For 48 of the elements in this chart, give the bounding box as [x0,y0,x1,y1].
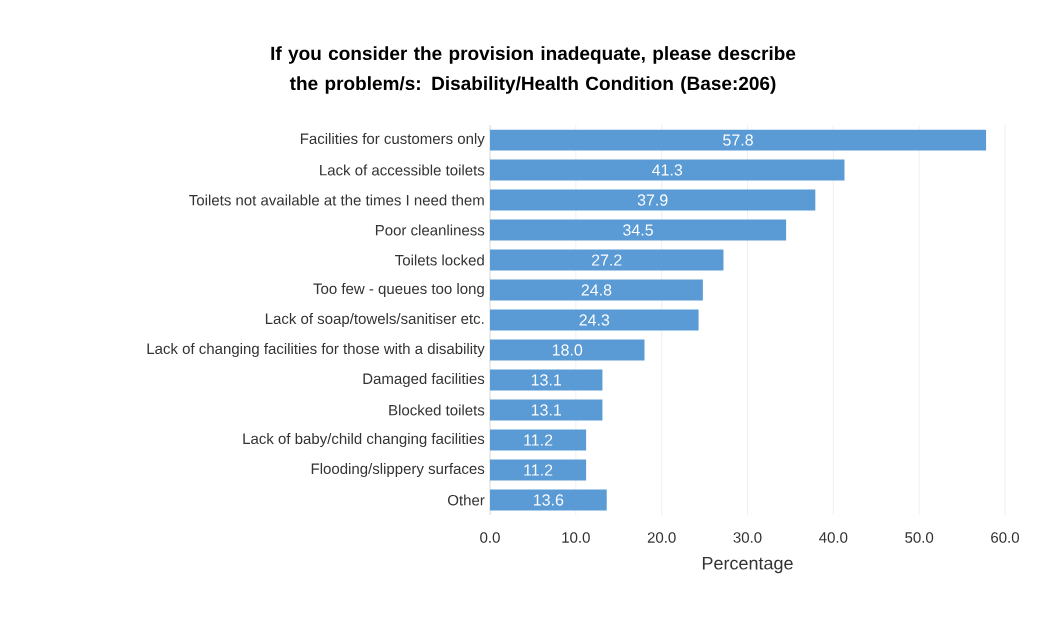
data-label: 27.2 [591,254,622,266]
y-tick-label: Other [447,494,485,506]
x-tick-label: 30.0 [733,532,762,543]
y-tick-label: Lack of soap/towels/sanitiser etc. [265,313,484,327]
x-tick-label: 60.0 [991,532,1019,543]
data-label: 34.5 [623,224,653,236]
data-label: 41.3 [652,164,683,176]
bar [490,219,787,241]
data-label: 13.1 [531,404,561,416]
bar [490,369,603,391]
bar [490,459,587,481]
data-label: 57.8 [723,134,753,146]
bar [490,189,816,211]
y-tick-label: Too few - queues too long [313,283,484,297]
y-tick-label: Lack of baby/child changing facilities [243,433,485,447]
y-tick-label: Poor cleanliness [375,224,485,236]
bar [490,399,603,421]
y-tick-label: Flooding/slippery surfaces [311,463,485,477]
y-tick-label: Toilets not available at the times I need them [189,194,484,206]
data-label: 24.3 [579,314,610,326]
data-label: 11.2 [524,464,553,476]
bar [490,489,607,511]
data-label: 13.1 [531,374,561,386]
bar [490,339,645,361]
x-axis-title: Percentage [702,557,793,574]
x-tick-label: 0.0 [480,532,500,543]
x-tick-label: 10.0 [562,532,590,543]
bar [490,309,699,331]
bar [490,429,587,451]
bar [490,249,724,271]
y-tick-label: Blocked toilets [389,404,485,416]
bar [490,129,987,151]
y-tick-label: Toilets locked [395,254,484,266]
y-tick-label: Lack of changing facilities for those with a disability [147,343,485,357]
chart-title: If you consider the provision inadequate, please describe the problem/s: Disability/Health Condition (Base:206) [271,46,796,94]
data-label: 24.8 [581,284,612,296]
bar [490,159,845,181]
bar [490,279,703,301]
x-tick-label: 40.0 [819,532,848,543]
y-tick-label: Lack of accessible toilets [320,164,485,176]
y-tick-label: Facilities for customers only [300,133,485,147]
y-tick-label: Damaged facilities [363,373,485,387]
data-label: 11.2 [524,434,553,446]
x-tick-label: 20.0 [647,532,676,543]
data-label: 18.0 [552,344,583,356]
data-label: 37.9 [637,194,668,206]
data-label: 13.6 [534,494,564,506]
x-tick-label: 50.0 [905,532,934,543]
